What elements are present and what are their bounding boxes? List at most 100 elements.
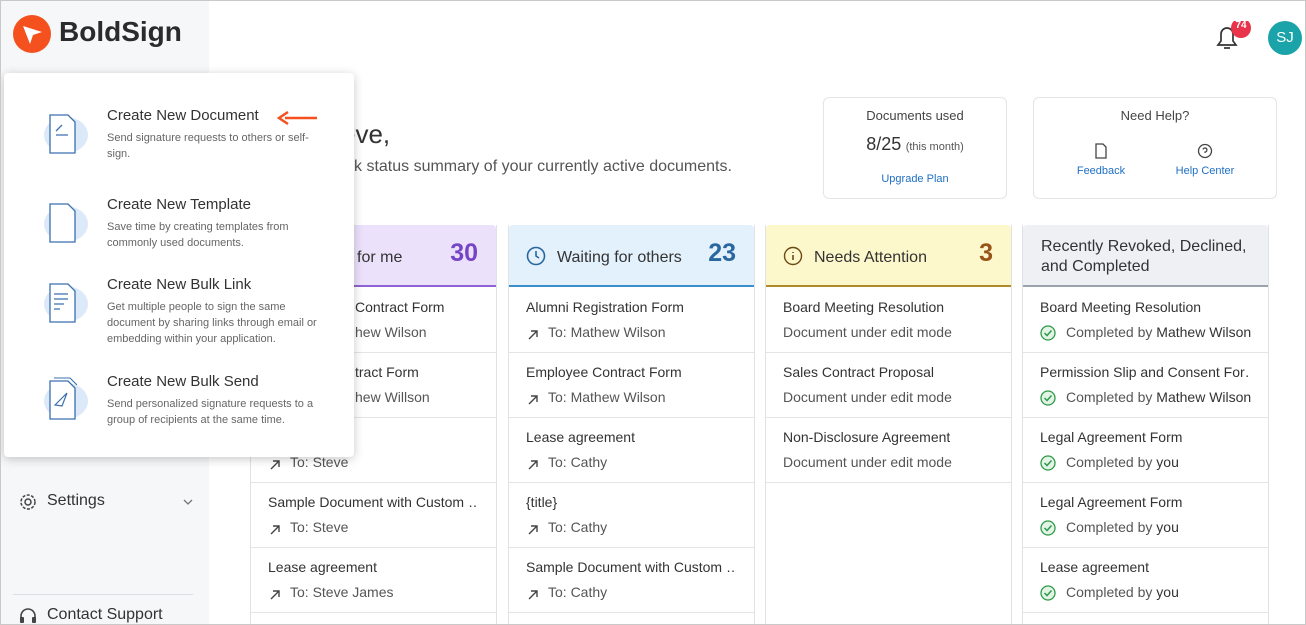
document-row[interactable]: Non-Disclosure Agreement Document under e… <box>766 418 1011 483</box>
avatar[interactable]: SJ <box>1268 21 1302 55</box>
document-status: Completed by you <box>1066 584 1179 600</box>
logo-text[interactable]: BoldSign <box>59 16 182 47</box>
column-title: Needs Attention <box>814 249 927 266</box>
document-row[interactable]: tract Form hew Willson <box>251 353 496 418</box>
document-name: Non-Disclosure Agreement <box>783 429 951 445</box>
document-detail: To: Mathew Wilson <box>548 389 666 405</box>
menu-item-title[interactable]: Create New Document <box>107 107 259 124</box>
menu-item-description: Get multiple people to sign the same doc… <box>107 301 317 345</box>
menu-item-description: Save time by creating templates from com… <box>107 221 289 249</box>
document-row[interactable]: Legal Agreement Form Completed by you <box>1023 483 1268 548</box>
document-status: Completed by Mathew Wilson <box>1066 324 1251 340</box>
completed-icon <box>1040 390 1056 411</box>
document-status: Completed by you <box>1066 454 1179 470</box>
document-row[interactable]: Permission Slip and Consent For… Complete… <box>1023 353 1268 418</box>
document-detail: To: Cathy <box>548 519 608 535</box>
greeting-subtitle: k status summary of your currently activ… <box>354 158 732 175</box>
usage-value: 8/25 (this month) <box>824 134 1006 155</box>
column-count: 30 <box>450 239 478 267</box>
status-text: Completed by <box>1066 389 1153 405</box>
document-detail: Document under edit mode <box>783 389 952 405</box>
help-icon <box>1197 143 1213 159</box>
column-title: Recently Revoked, Declined, and Complete… <box>1041 238 1247 275</box>
help-title: Need Help? <box>1120 108 1190 123</box>
help-center-link[interactable]: Help Center <box>1175 165 1235 177</box>
column-header[interactable]: Needs Attention 3 <box>766 225 1011 287</box>
document-detail: To: Steve James <box>290 584 394 600</box>
document-name: Sample Document with Custom … <box>268 494 476 510</box>
document-row[interactable]: Lease agreement Completed by you <box>1023 548 1268 613</box>
upgrade-link[interactable]: Upgrade Plan <box>881 173 949 185</box>
contact-support[interactable]: Contact Support <box>47 606 163 623</box>
recipient-arrow <box>268 458 282 477</box>
status-who: you <box>1156 584 1179 600</box>
column-title: Waiting for others <box>557 249 682 266</box>
chevron <box>183 499 193 505</box>
document-row[interactable]: Sample Document with Custom … To: Steve <box>251 483 496 548</box>
menu-icon <box>40 109 90 164</box>
help-card: Need Help? Feedback Help Center <box>1033 97 1277 199</box>
recipient-arrow <box>526 458 540 477</box>
document-row[interactable]: Alumni Registration Form To: Mathew Wilso… <box>509 288 754 353</box>
document-row[interactable]: Sales Contract Proposal Document under ed… <box>766 353 1011 418</box>
document-name: Contract Form <box>355 299 445 315</box>
menu-item-title[interactable]: Create New Bulk Link <box>107 276 252 293</box>
status-column: Waiting for others 23 Alumni Registration … <box>508 225 755 624</box>
document-name: Permission Slip and Consent For… <box>1040 364 1248 380</box>
usage-used: 8/25 <box>866 134 902 154</box>
document-name: Legal Agreement Form <box>1040 494 1183 510</box>
notifications[interactable] <box>1211 21 1256 57</box>
status-column: Needs Attention 3 Board Meeting Resolution… <box>765 225 1012 624</box>
document-name: Board Meeting Resolution <box>1040 299 1202 315</box>
recipient-arrow <box>268 588 282 607</box>
column-header[interactable]: Recently Revoked, Declined, and Complete… <box>1023 225 1268 287</box>
column-header[interactable]: Waiting for others 23 <box>509 225 754 287</box>
document-row[interactable]: Lease agreement To: Cathy <box>509 418 754 483</box>
feedback-icon <box>1095 143 1107 159</box>
notification-badge: 74 <box>1235 20 1247 31</box>
menu-icon <box>40 375 90 430</box>
document-row[interactable]: Board Meeting Resolution Document under e… <box>766 288 1011 353</box>
document-row[interactable]: Lease agreement To: Steve James <box>251 548 496 613</box>
document-name: Lease agreement <box>1040 559 1149 575</box>
document-name: Sample Document with Custom … <box>526 559 734 575</box>
document-status: Completed by Mathew Wilson <box>1066 389 1251 405</box>
settings-link[interactable]: Settings <box>47 492 105 509</box>
completed-icon <box>1040 455 1056 476</box>
info-icon <box>783 246 803 271</box>
document-detail: hew Wilson <box>355 324 427 340</box>
document-detail: To: Cathy <box>548 584 608 600</box>
document-row[interactable]: Employee Contract Form To: Mathew Wilson <box>509 353 754 418</box>
document-name: {title} <box>526 494 558 510</box>
menu-item-description: Send personalized signature requests to … <box>107 398 314 426</box>
menu-item-title[interactable]: Create New Bulk Send <box>107 373 259 390</box>
status-text: Completed by <box>1066 324 1153 340</box>
settings-icon <box>20 494 36 510</box>
column-count: 23 <box>708 239 736 267</box>
document-name: tract Form <box>355 364 419 380</box>
document-row[interactable]: Legal Agreement Form Completed by you <box>1023 418 1268 483</box>
recipient-arrow <box>526 393 540 412</box>
usage-period: (this month) <box>905 141 964 153</box>
document-name: Board Meeting Resolution <box>783 299 945 315</box>
document-name: Employee Contract Form <box>526 364 682 380</box>
status-who: you <box>1156 454 1179 470</box>
document-detail: To: Cathy <box>548 454 608 470</box>
status-who: Mathew Wilson <box>1156 324 1252 340</box>
document-row[interactable]: To: Steve <box>251 418 496 483</box>
usage-label: Documents used <box>866 108 964 123</box>
document-row[interactable]: Sample Document with Custom … To: Cathy <box>509 548 754 613</box>
document-row[interactable]: Board Meeting Resolution Completed by Mat… <box>1023 288 1268 353</box>
menu-item-title[interactable]: Create New Template <box>107 196 251 213</box>
status-who: Mathew Wilson <box>1156 389 1252 405</box>
divider <box>13 594 193 595</box>
document-row[interactable]: Contract Form hew Wilson <box>251 288 496 353</box>
recipient-arrow <box>526 328 540 347</box>
feedback-link[interactable]: Feedback <box>1076 165 1126 177</box>
create-menu: Create New Document Send signature reques… <box>4 73 354 457</box>
document-row[interactable]: {title} To: Cathy <box>509 483 754 548</box>
document-name: Sales Contract Proposal <box>783 364 934 380</box>
status-column: Recently Revoked, Declined, and Complete… <box>1022 225 1269 624</box>
